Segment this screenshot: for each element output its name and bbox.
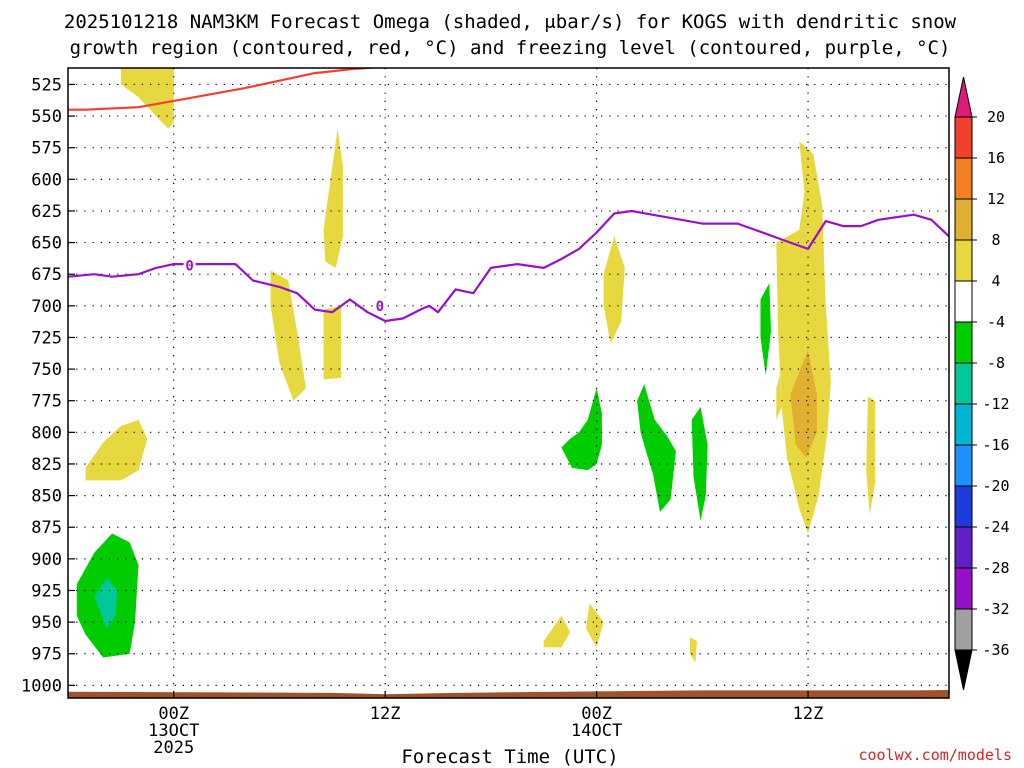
contour-lines: 00	[68, 68, 949, 323]
colorbar-segment	[954, 485, 973, 528]
y-tick-label: 600	[31, 170, 62, 190]
x-tick-label: 2025	[153, 738, 194, 758]
y-tick-label: 575	[31, 139, 62, 159]
y-axis: 525 550 575 600 625 650 675 700 725 750 775 800 825 8…	[21, 75, 75, 696]
colorbar-label: 8	[991, 231, 1000, 249]
plot-area: 00 5255505756006256506757007257507758008…	[21, 67, 950, 758]
chart-title-line2: growth region (contoured, red, °C) and f…	[70, 37, 951, 59]
omega-region-3	[323, 128, 343, 268]
colorbar-label: -4	[987, 313, 1005, 331]
omega-region-9	[776, 375, 782, 420]
colorbar-segment	[954, 567, 973, 610]
y-tick-label: 950	[31, 613, 62, 633]
omega-region-10	[776, 141, 831, 534]
y-tick-label: 925	[31, 581, 62, 601]
colorbar-label: 16	[987, 149, 1005, 167]
colorbar-segment	[954, 403, 973, 446]
chart-title-line1: 2025101218 NAM3KM Forecast Omega (shaded…	[64, 11, 957, 33]
y-tick-label: 850	[31, 487, 62, 507]
x-tick-label: 12Z	[370, 704, 401, 724]
y-tick-label: 650	[31, 234, 62, 254]
colorbar-segment	[954, 526, 973, 569]
omega-region-13	[790, 350, 817, 458]
colorbar-segment	[954, 444, 973, 487]
colorbar-segment	[954, 157, 973, 200]
colorbar: 20 16 12 8 4 -4 -8 -12 -16 -20 -24 -28 -32 -36	[954, 76, 1010, 691]
omega-region-20	[760, 283, 771, 376]
y-tick-label: 625	[31, 202, 62, 222]
colorbar-label: -16	[982, 436, 1009, 454]
y-tick-label: 825	[31, 455, 62, 475]
omega-region-18	[637, 384, 676, 512]
terrain-fill	[68, 690, 949, 698]
y-tick-label: 775	[31, 392, 62, 412]
y-tick-label: 550	[31, 107, 62, 127]
omega-region-7	[603, 236, 625, 344]
colorbar-label: 4	[991, 272, 1000, 290]
plot-frame	[67, 67, 950, 699]
omega-region-17	[561, 388, 602, 471]
y-tick-label: 725	[31, 328, 62, 348]
x-axis-label: Forecast Time (UTC)	[401, 746, 618, 768]
omega-region-6	[586, 603, 604, 648]
colorbar-segment	[954, 362, 973, 405]
colorbar-segment	[954, 116, 973, 159]
colorbar-segment	[954, 239, 973, 282]
omega-region-11	[866, 396, 875, 515]
freezing-level-label: 0	[185, 258, 193, 274]
freezing-label-bg	[373, 297, 386, 314]
credit-text: coolwx.com/models	[858, 746, 1012, 764]
omega-region-2	[270, 270, 306, 401]
omega-region-4	[323, 305, 342, 380]
grid-lines	[68, 68, 949, 698]
freezing-label-bg	[183, 257, 196, 274]
colorbar-bottom-arrow	[954, 649, 973, 691]
colorbar-segment	[954, 321, 973, 364]
y-tick-label: 700	[31, 297, 62, 317]
x-tick-label: 14OCT	[571, 721, 622, 741]
y-tick-label: 875	[31, 518, 62, 538]
colorbar-label: -12	[982, 395, 1009, 413]
colorbar-label: -24	[982, 518, 1009, 536]
colorbar-label: -20	[982, 477, 1009, 495]
omega-region-1	[85, 419, 148, 481]
colorbar-label: -28	[982, 559, 1009, 577]
colorbar-label: -36	[982, 641, 1009, 659]
x-tick-label: 13OCT	[148, 721, 199, 741]
terrain-layer	[68, 690, 949, 698]
y-tick-label: 800	[31, 423, 62, 443]
y-tick-label: 900	[31, 550, 62, 570]
y-tick-label: 1000	[21, 676, 62, 696]
freezing-level-label: 0	[376, 299, 384, 315]
y-tick-label: 675	[31, 265, 62, 285]
omega-region-0	[120, 68, 174, 129]
colorbar-label: -8	[987, 354, 1005, 372]
x-tick-label: 00Z	[158, 704, 189, 724]
colorbar-label: -32	[982, 600, 1009, 618]
x-tick-label: 12Z	[793, 704, 824, 724]
x-tick-label: 00Z	[581, 704, 612, 724]
colorbar-segment	[954, 608, 973, 651]
omega-region-8	[690, 637, 697, 663]
y-tick-label: 525	[31, 75, 62, 95]
colorbar-segment	[954, 198, 973, 241]
dgz-contour-line	[68, 68, 383, 111]
y-tick-label: 750	[31, 360, 62, 380]
omega-region-23	[94, 577, 118, 629]
y-tick-label: 975	[31, 645, 62, 665]
colorbar-label: 12	[987, 190, 1005, 208]
freezing-level-line	[68, 209, 949, 323]
omega-region-5	[543, 615, 571, 648]
colorbar-segment	[954, 280, 973, 323]
colorbar-label: 20	[987, 108, 1005, 126]
